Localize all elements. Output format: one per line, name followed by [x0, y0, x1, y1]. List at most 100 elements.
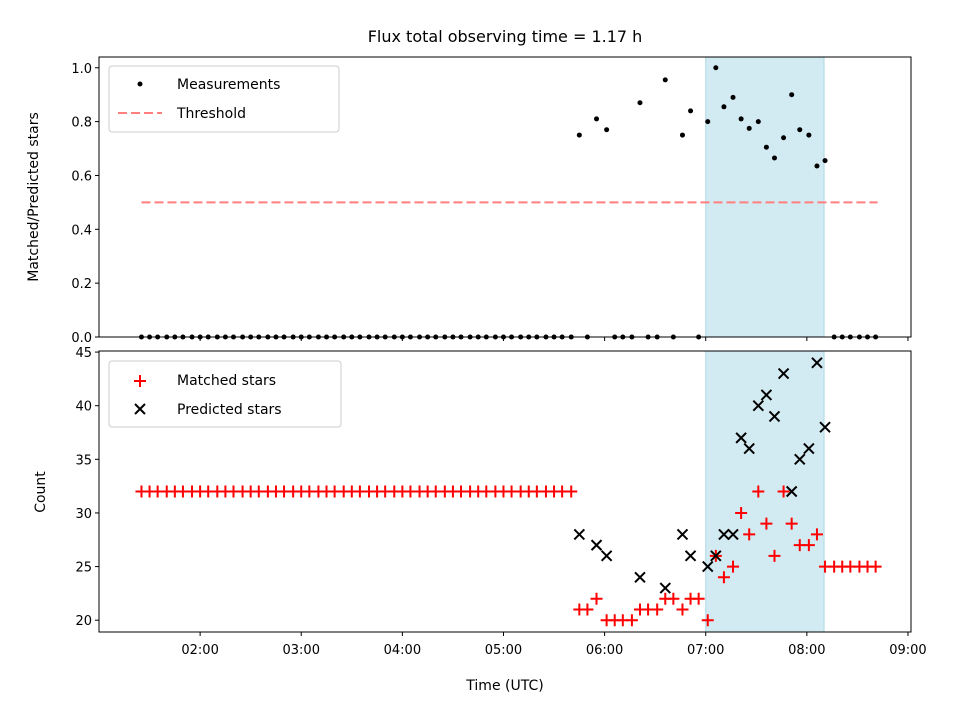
- x-tick-label: 02:00: [181, 643, 218, 658]
- chart-title: Flux total observing time = 1.17 h: [368, 27, 643, 46]
- matched-star-point: [785, 517, 798, 530]
- measurement-point: [637, 100, 643, 106]
- predicted-star-point: [803, 442, 815, 455]
- bottom-y-tick-label: 25: [75, 561, 92, 576]
- matched-star-point: [735, 506, 748, 519]
- measurement-point: [797, 127, 803, 133]
- matched-star-point: [869, 560, 882, 573]
- matched-star-point: [717, 571, 730, 584]
- bottom-panel: 20 25 30 35 40 45 02:00 03:00 04:00 05:00 06:00 07…: [33, 346, 927, 694]
- predicted-star-point: [659, 582, 671, 594]
- measurement-point: [730, 94, 736, 100]
- predicted-legend-marker: [134, 403, 146, 415]
- x-tick-label: 05:00: [485, 643, 522, 658]
- measurement-point: [679, 132, 685, 138]
- measurement-point: [763, 144, 769, 150]
- predicted-star-point: [727, 528, 739, 541]
- x-tick-label: 06:00: [586, 643, 623, 658]
- bottom-x-axis: 02:00 03:00 04:00 05:00 06:00 07:00 08:00 09:00: [181, 632, 927, 658]
- matched-star-point: [701, 614, 714, 627]
- matched-star-point: [676, 603, 689, 616]
- matched-star-point: [581, 603, 594, 616]
- predicted-star-point: [794, 453, 806, 466]
- bottom-y-axis: 20 25 30 35 40 45: [75, 346, 99, 629]
- measurements-legend-marker: [137, 81, 143, 87]
- top-y-axis-label: Matched/Predicted stars: [26, 112, 42, 282]
- matched-star-point: [651, 603, 664, 616]
- measurement-point: [713, 65, 719, 71]
- matched-star-point: [590, 592, 603, 605]
- predicted-star-point: [710, 550, 722, 562]
- matched-star-point: [692, 592, 705, 605]
- matched-star-point: [777, 485, 790, 498]
- predicted-star-point: [600, 550, 613, 562]
- top-y-tick-label: 0.8: [71, 116, 92, 131]
- predicted-star-point: [684, 550, 697, 562]
- measurement-point: [755, 119, 761, 125]
- measurement-point: [746, 125, 752, 131]
- matched-legend-marker: [134, 375, 146, 387]
- predicted-star-point: [573, 528, 586, 541]
- measurement-point: [705, 119, 711, 125]
- top-plot-frame: [98, 56, 912, 338]
- predicted-legend-label: Predicted stars: [177, 402, 282, 418]
- x-axis-label: Time (UTC): [465, 678, 543, 694]
- bottom-y-tick-label: 35: [75, 453, 92, 468]
- bottom-legend-box: [108, 360, 342, 428]
- measurement-point: [721, 104, 727, 110]
- measurement-point: [688, 108, 694, 114]
- predicted-star-point: [676, 528, 689, 541]
- bottom-legend: Matched stars Predicted stars: [108, 360, 342, 428]
- measurement-point: [594, 116, 600, 122]
- bottom-y-tick-label: 20: [75, 614, 92, 629]
- bottom-matched-layer: [135, 485, 882, 627]
- bottom-y-axis-label: Count: [33, 471, 49, 513]
- predicted-star-point: [718, 528, 730, 541]
- predicted-star-point: [785, 485, 798, 498]
- top-y-axis: 0.0 0.2 0.4 0.6 0.8 1.0: [71, 62, 99, 346]
- matched-star-point: [768, 549, 781, 562]
- predicted-star-point: [634, 571, 646, 584]
- bottom-predicted-layer: [573, 357, 831, 594]
- measurement-point: [814, 163, 820, 169]
- measurement-point: [738, 116, 744, 122]
- predicted-star-point: [752, 399, 765, 412]
- matched-star-point: [810, 528, 823, 541]
- measurements-legend-label: Measurements: [177, 77, 280, 93]
- top-y-tick-label: 1.0: [71, 62, 92, 77]
- threshold-legend-label: Threshold: [176, 106, 246, 122]
- x-tick-label: 09:00: [889, 643, 926, 658]
- top-highlight-span-layer: [705, 56, 825, 338]
- matched-legend-label: Matched stars: [177, 373, 276, 389]
- x-tick-label: 08:00: [788, 643, 825, 658]
- highlight-span: [705, 56, 825, 338]
- bottom-plot-frame: [98, 350, 912, 633]
- top-panel: 0.0 0.2 0.4 0.6 0.8 1.0 Matched/Predicted sta…: [26, 56, 912, 346]
- measurement-point: [822, 158, 828, 164]
- matched-star-point: [667, 592, 680, 605]
- top-legend-box: [108, 65, 340, 133]
- predicted-star-point: [590, 539, 603, 551]
- measurement-point: [576, 132, 582, 138]
- predicted-star-point: [743, 442, 755, 455]
- bottom-y-tick-label: 45: [75, 346, 92, 361]
- matched-star-point: [802, 539, 815, 552]
- bottom-y-tick-label: 40: [75, 400, 92, 415]
- measurement-point: [806, 132, 812, 138]
- top-y-tick-label: 0.2: [71, 277, 92, 292]
- x-tick-label: 04:00: [384, 643, 421, 658]
- predicted-star-point: [811, 357, 823, 369]
- predicted-star-point: [702, 560, 714, 573]
- measurement-point: [771, 155, 777, 161]
- top-y-tick-label: 0.0: [71, 331, 92, 346]
- top-legend: Measurements Threshold: [108, 65, 340, 133]
- measurement-point: [662, 77, 668, 83]
- x-tick-label: 03:00: [283, 643, 320, 658]
- measurement-point: [604, 127, 610, 133]
- predicted-star-point: [760, 389, 773, 401]
- predicted-star-point: [777, 367, 790, 380]
- matched-star-point: [625, 614, 638, 627]
- matched-star-point: [752, 485, 765, 498]
